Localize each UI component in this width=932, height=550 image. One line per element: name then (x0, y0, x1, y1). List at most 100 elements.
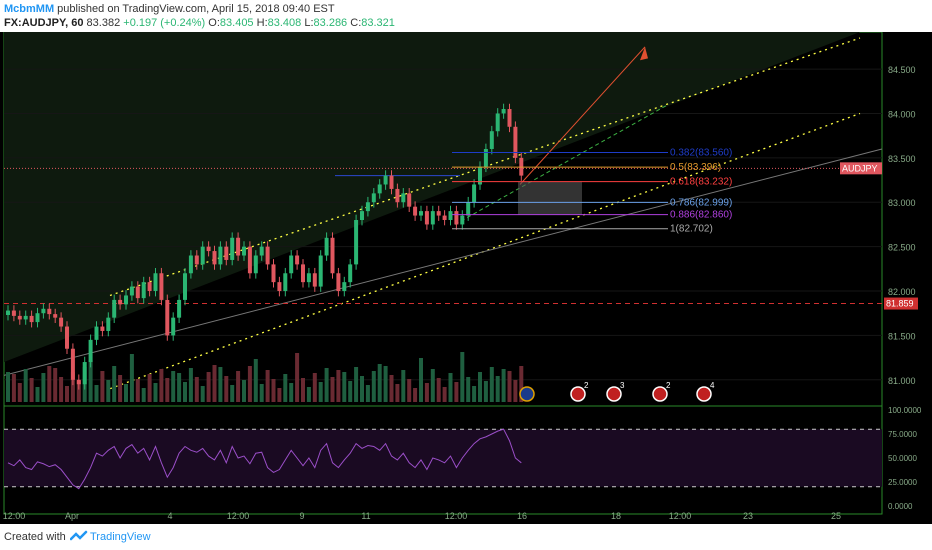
price-tick-label: 83.000 (888, 198, 916, 208)
volume-bar (277, 388, 282, 402)
low-label: L: (304, 17, 314, 29)
volume-bar (342, 372, 347, 402)
event-marker-count: 2 (666, 381, 671, 390)
candle-body (383, 175, 388, 185)
last-price: 83.382 (86, 17, 121, 29)
price-tick-label: 81.500 (888, 331, 916, 341)
candle-body (489, 131, 494, 149)
tradingview-brand[interactable]: TradingView (90, 531, 151, 543)
candle-body (129, 286, 134, 296)
event-marker-icon (606, 386, 622, 402)
volume-bar (147, 374, 152, 402)
rsi-line (7, 428, 522, 490)
event-marker-count: 4 (710, 381, 715, 390)
event-marker-count: 2 (584, 381, 589, 390)
candle-body (23, 315, 28, 320)
volume-bar (23, 369, 28, 402)
volume-bar (407, 379, 412, 402)
candle-body (141, 282, 146, 299)
symbol-label[interactable]: FX:AUDJPY, 60 (4, 17, 84, 29)
rsi-indicator: 100.0000 75.0000 50.0000 25.0000 0.0000 (4, 406, 922, 511)
volume-bar (183, 382, 187, 402)
price-tick-label: 84.500 (888, 65, 916, 75)
volume-bar (88, 360, 93, 402)
candle-body (454, 211, 459, 225)
candle-body (188, 255, 193, 274)
candle-body (342, 282, 347, 292)
candle-body (306, 273, 311, 283)
tradingview-logo-icon[interactable] (70, 529, 88, 543)
candle-body (35, 313, 40, 323)
volume-bar (283, 374, 288, 402)
volume-bar (436, 378, 441, 402)
volume-bar (413, 388, 418, 402)
volume-bar (129, 354, 134, 402)
candle-body (271, 264, 276, 283)
volume-bar (35, 387, 40, 402)
open-label: O: (208, 17, 220, 29)
time-tick-label: 9 (299, 511, 304, 521)
candle-body (88, 339, 93, 363)
price-tick-label: 81.000 (888, 376, 916, 386)
candle-body (413, 206, 418, 216)
event-marker-icon (652, 386, 668, 402)
candle-body (53, 314, 58, 318)
candle-body (377, 184, 382, 194)
volume-bar (424, 383, 429, 402)
candle-body (65, 326, 69, 349)
candle-body (495, 113, 500, 132)
volume-bar (118, 375, 123, 402)
publish-info: McbmMM published on TradingView.com, Apr… (4, 3, 335, 15)
volume-bar (383, 366, 388, 402)
candle-body (247, 246, 252, 274)
time-axis[interactable]: 12:00 Apr 4 12:00 9 11 12:00 16 18 12:00 23 25 (3, 511, 841, 521)
candles (6, 103, 524, 390)
volume-bar (318, 382, 323, 402)
candle-body (165, 299, 170, 336)
candle-body (212, 251, 217, 265)
candle-body (324, 237, 329, 256)
candle-body (289, 255, 294, 274)
published-text: published on TradingView.com, April 15, … (57, 3, 335, 15)
volume-bar (206, 372, 211, 402)
time-tick-label: 16 (517, 511, 527, 521)
price-tag-label: AUDJPY (842, 163, 878, 173)
candle-body (218, 246, 223, 265)
fib-level-label: 0.786(82.999) (670, 197, 732, 208)
volume-bar (448, 373, 453, 402)
candle-body (395, 188, 400, 203)
fib-levels: 0.382(83.560) 0.5(83.396) 0.618(83.232) 0.7… (452, 148, 732, 235)
volume-bar (224, 376, 229, 402)
candle-body (401, 193, 406, 203)
volume-bar (41, 373, 46, 402)
volume-bar (188, 368, 193, 402)
candle-body (460, 215, 465, 225)
chart-footer: Created with TradingView (0, 524, 932, 550)
volume-bar (289, 383, 294, 402)
candle-body (265, 246, 270, 265)
candle-body (94, 326, 99, 340)
candle-body (147, 282, 152, 292)
volume-bar (312, 373, 317, 402)
candle-body (259, 246, 264, 256)
target-box (518, 181, 582, 215)
price-chart[interactable]: 0.382(83.560) 0.5(83.396) 0.618(83.232) 0.7… (0, 32, 932, 524)
price-axis[interactable]: 84.500 84.000 83.500 83.000 82.500 82.000 81.5… (888, 65, 916, 386)
volume-bar (501, 369, 506, 402)
candle-body (200, 246, 205, 265)
time-tick-label: 12:00 (3, 511, 26, 521)
volume-bar (153, 383, 158, 402)
volume-bar (489, 367, 494, 402)
price-tags: AUDJPY 81.859 (840, 162, 918, 310)
volume-bar (200, 386, 205, 402)
price-tag-bg (840, 162, 882, 175)
time-tick-label: 12:00 (669, 511, 692, 521)
time-tick-label: 18 (611, 511, 621, 521)
candle-body (183, 273, 187, 300)
author-link[interactable]: McbmMM (4, 3, 55, 15)
candle-body (336, 273, 341, 292)
volume-bar (76, 381, 81, 402)
candle-body (424, 211, 429, 225)
candle-body (501, 109, 506, 114)
volume-bars (6, 352, 524, 402)
